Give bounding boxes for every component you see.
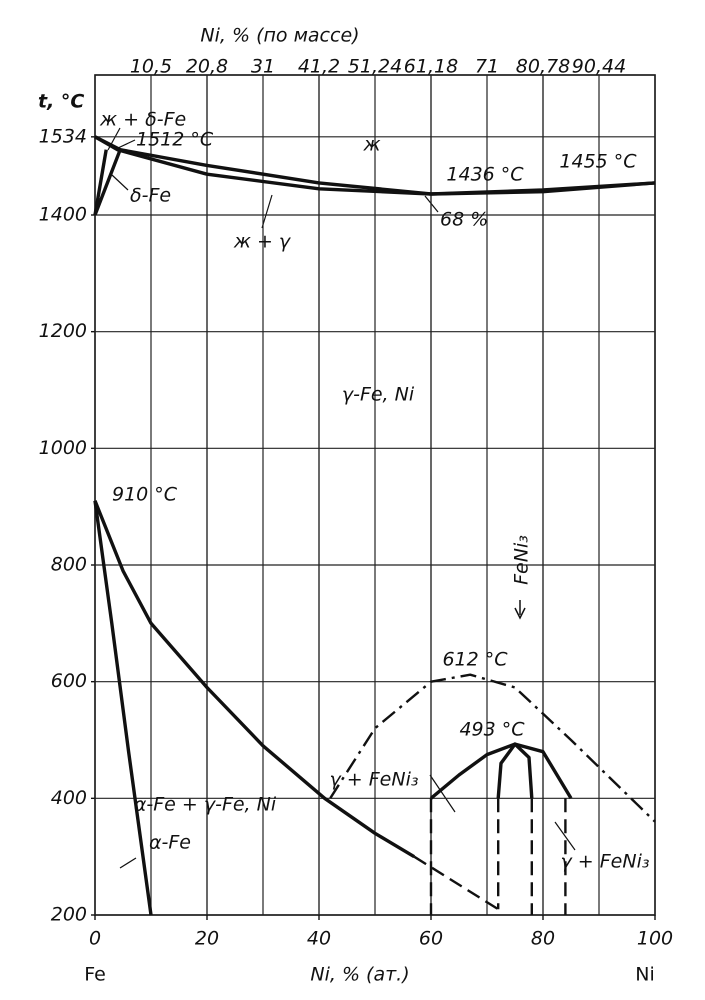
leaders: [107, 127, 576, 869]
phase-boundary: [93, 500, 416, 859]
y-axis-title: t, °C: [38, 91, 84, 113]
x-start-label: Fe: [84, 964, 106, 986]
annotation: 493 °C: [459, 719, 525, 741]
y-tick-label: 1400: [39, 204, 87, 226]
y-tick-label: 200: [51, 904, 87, 926]
x2-tick-label: 80,78: [516, 56, 570, 78]
phase-boundary: [93, 149, 122, 216]
y-tick-label: 400: [51, 787, 87, 809]
x2-tick-label: 10,5: [130, 56, 172, 78]
x-tick-label: 40: [307, 928, 331, 950]
annotation: α-Fe: [149, 832, 191, 854]
y-tick-label: 1200: [39, 320, 87, 342]
arrow-head: [514, 607, 526, 620]
x2-tick-label: 20,8: [186, 56, 228, 78]
annotation: δ-Fe: [130, 185, 171, 207]
x2-tick-label: 31: [251, 56, 275, 78]
x-tick-label: 80: [531, 928, 555, 950]
x-tick-label: 20: [195, 928, 219, 950]
annotation: 1512 °C: [136, 129, 214, 151]
annotation: γ-Fe, Ni: [342, 384, 415, 406]
x2-tick-label: 61,18: [404, 56, 458, 78]
annotation: γ + FeNi₃: [561, 851, 650, 873]
annotation: 612 °C: [442, 649, 508, 671]
phase-boundary: [329, 673, 656, 823]
y-tick-label: 600: [51, 670, 87, 692]
annotation: 68 %: [440, 209, 488, 231]
annotation: FeNi₃: [511, 535, 533, 585]
y-tick-label: 1534: [39, 125, 87, 147]
x-tick-label: 60: [419, 928, 443, 950]
annotation: ж + γ: [233, 231, 292, 253]
annotation: 910 °C: [112, 484, 178, 506]
annotation: α-Fe + γ-Fe, Ni: [134, 794, 277, 816]
phase-boundary: [93, 500, 153, 916]
annotation: ж: [362, 134, 380, 156]
x-end-label: Ni: [635, 964, 655, 986]
phase-boundary: [93, 149, 108, 216]
x2-tick-label: 90,44: [572, 56, 626, 78]
annotation: ж + δ-Fe: [99, 109, 186, 131]
phase-boundary: [429, 742, 573, 800]
annotation: 1455 °C: [559, 151, 637, 173]
annotation: 1436 °C: [446, 164, 524, 186]
x2-tick-label: 71: [475, 56, 499, 78]
x-tick-label: 0: [89, 928, 101, 950]
x2-tick-label: 51,24: [348, 56, 402, 78]
y-tick-label: 800: [51, 554, 87, 576]
phase-boundary: [413, 855, 499, 911]
phase-boundary: [496, 742, 534, 799]
x-axis-title: Ni, % (ат.): [310, 964, 409, 986]
phase-boundary: [94, 135, 656, 196]
y-tick-label: 1000: [39, 437, 87, 459]
x2-axis-title: Ni, % (по массе): [200, 25, 359, 47]
annotation: γ + FeNi₃: [330, 769, 419, 791]
x-tick-label: 100: [637, 928, 673, 950]
x2-tick-label: 41,2: [298, 56, 340, 78]
